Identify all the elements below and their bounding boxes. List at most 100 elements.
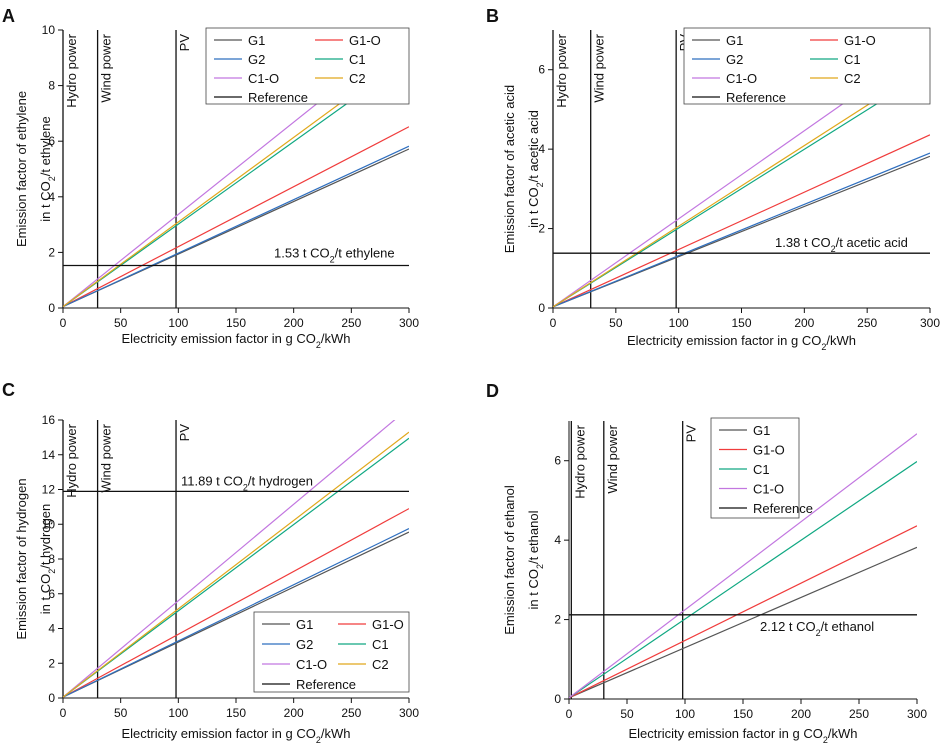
legend-item-c2: C2 [349, 71, 366, 86]
legend: G1 G1-O C1 C1-O Reference [710, 417, 813, 519]
x-tick-label: 300 [907, 707, 927, 721]
series-group [63, 420, 409, 698]
panel-letter: B [486, 6, 499, 26]
series-line-g2 [63, 528, 409, 698]
vertical-line-label: Hydro power [554, 33, 569, 107]
panel-letter: D [486, 381, 499, 401]
y-tick-label: 0 [554, 692, 561, 706]
legend-item-c1-o: C1-O [726, 71, 757, 86]
y-axis-title: Emission factor of acetic acid [502, 85, 517, 253]
vertical-line-label: PV [684, 425, 699, 443]
series-line-g1-o [553, 134, 930, 308]
legend: G1 G1-O G2 C1 C1-O C2 Reference [683, 27, 931, 105]
panel-letter: A [2, 6, 15, 26]
series-line-c1 [553, 70, 930, 308]
vertical-line-label: PV [177, 34, 192, 52]
legend-item-g1-o: G1-O [753, 443, 785, 458]
y-tick-label: 6 [554, 454, 561, 468]
y-tick-label: 8 [48, 552, 55, 566]
y-tick-label: 4 [48, 622, 55, 636]
legend-item-c1: C1 [349, 52, 366, 67]
y-axis-title: Emission factor of ethanol [502, 485, 517, 635]
vertical-line-label: Wind power [605, 424, 620, 493]
x-tick-label: 50 [609, 316, 623, 330]
vertical-line-label: Hydro power [64, 423, 79, 497]
legend-item-c1-o: C1-O [248, 71, 279, 86]
panel-letter: C [2, 380, 15, 400]
legend-item-g2: G2 [726, 52, 743, 67]
x-tick-label: 250 [341, 706, 361, 720]
series-line-c1-o [63, 420, 396, 698]
series-line-g2 [553, 152, 930, 308]
vertical-line-label: Hydro power [572, 424, 587, 498]
y-axis-title: Emission factor of ethylene [14, 91, 29, 247]
x-tick-label: 100 [669, 316, 689, 330]
legend-box [253, 611, 410, 693]
reference-label: 1.53 t CO2/t ethylene [274, 245, 395, 264]
x-tick-label: 150 [733, 707, 753, 721]
x-tick-label: 300 [920, 316, 940, 330]
x-tick-label: 0 [566, 707, 573, 721]
legend-item-g2: G2 [296, 637, 313, 652]
series-line-g1 [569, 546, 917, 699]
series-line-c2 [553, 64, 930, 308]
y-axis-subtitle: in t CO2/t ethylene [38, 116, 57, 221]
legend-item-c1: C1 [372, 637, 389, 652]
vertical-line-label: Wind power [99, 33, 114, 102]
legend-item-c2: C2 [372, 657, 389, 672]
y-tick-label: 0 [538, 301, 545, 315]
legend-item-reference: Reference [726, 90, 786, 105]
y-tick-label: 4 [538, 142, 545, 156]
x-tick-label: 250 [857, 316, 877, 330]
x-tick-label: 150 [226, 316, 246, 330]
series-line-g2 [63, 145, 409, 308]
legend-box [710, 417, 800, 519]
legend-item-g1: G1 [726, 33, 743, 48]
reference-label: 1.38 t CO2/t acetic acid [775, 235, 908, 254]
reference-label: 2.12 t CO2/t ethanol [760, 619, 874, 638]
x-axis-title: Electricity emission factor in g CO2/kWh [122, 331, 351, 350]
x-tick-label: 50 [114, 706, 128, 720]
x-tick-label: 50 [114, 316, 128, 330]
vertical-line-label: Wind power [99, 423, 114, 492]
panel-d: D 0 50 100 150 200 250 300 0 2 4 6 Electricity emiss… [486, 381, 927, 745]
x-tick-label: 150 [731, 316, 751, 330]
x-tick-label: 100 [168, 706, 188, 720]
legend-item-c1-o: C1-O [753, 482, 784, 497]
x-tick-label: 50 [620, 707, 634, 721]
x-axis-title: Electricity emission factor in g CO2/kWh [629, 726, 858, 745]
x-tick-label: 250 [341, 316, 361, 330]
y-tick-label: 4 [48, 190, 55, 204]
reference-label: 11.89 t CO2/t hydrogen [181, 473, 313, 492]
series-line-c1 [63, 437, 409, 698]
y-tick-label: 2 [48, 656, 55, 670]
y-tick-label: 6 [48, 587, 55, 601]
legend-box [683, 27, 931, 105]
legend-item-g1: G1 [248, 33, 265, 48]
legend: G1 G1-O G2 C1 C1-O C2 Reference [253, 611, 410, 693]
y-tick-label: 14 [42, 448, 56, 462]
legend: G1 G1-O G2 C1 C1-O C2 Reference [205, 27, 410, 105]
y-axis-subtitle: in t CO2/t hydrogen [38, 504, 57, 615]
panel-b: B 0 50 100 150 200 250 300 0 2 4 6 Electricity emiss… [486, 6, 940, 352]
y-tick-label: 10 [42, 23, 56, 37]
vertical-line-label: Wind power [592, 33, 607, 102]
legend-item-g1: G1 [753, 423, 770, 438]
legend-item-g1-o: G1-O [372, 617, 404, 632]
legend-item-reference: Reference [753, 501, 813, 516]
legend-item-g1-o: G1-O [349, 33, 381, 48]
legend-item-c2: C2 [844, 71, 861, 86]
y-tick-label: 2 [554, 613, 561, 627]
legend-item-g2: G2 [248, 52, 265, 67]
x-tick-label: 200 [791, 707, 811, 721]
legend-item-c1: C1 [753, 462, 770, 477]
x-tick-label: 0 [550, 316, 557, 330]
series-line-c1 [569, 461, 917, 699]
panel-a: A 0 50 100 150 200 250 300 0 2 4 6 8 10 Electricity em… [2, 6, 419, 350]
x-tick-label: 200 [794, 316, 814, 330]
y-axis-title: Emission factor of hydrogen [14, 478, 29, 639]
series-line-c2 [63, 431, 409, 698]
series-line-c1-o [569, 433, 917, 699]
y-tick-label: 0 [48, 691, 55, 705]
